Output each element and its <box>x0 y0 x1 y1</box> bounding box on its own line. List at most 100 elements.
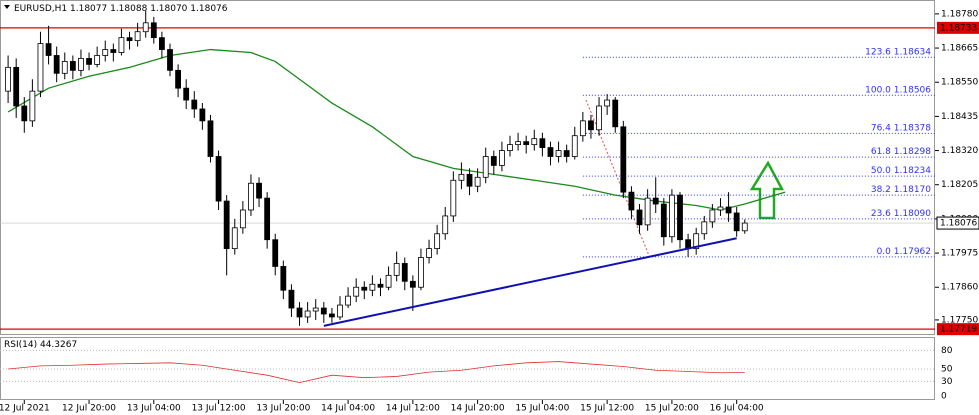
candle-body <box>207 120 214 157</box>
candle-body <box>531 138 538 146</box>
y-tick-label: 1.18665 <box>941 44 978 54</box>
symbol: EURUSD,H1 <box>14 4 67 14</box>
rsi-value: 44.3267 <box>40 340 77 350</box>
fib-label: 0.0 1.17962 <box>877 246 931 256</box>
candle-body <box>628 191 635 211</box>
candle-body <box>418 257 424 288</box>
y-tick-label: 1.18780 <box>941 9 978 19</box>
header: EURUSD,H1 1.18077 1.18088 1.18070 1.1807… <box>14 4 228 14</box>
y-tick-label: 1.17860 <box>941 283 978 293</box>
candle-body <box>604 99 611 107</box>
level-label: 1.18733 <box>940 23 977 33</box>
header-price: 1.18077 <box>70 4 107 14</box>
candle-body <box>563 150 570 157</box>
trendline <box>323 237 737 327</box>
candle-body <box>450 179 457 217</box>
y-tick-label: 1.18320 <box>941 146 978 156</box>
current-price-box <box>936 216 979 230</box>
fib-percent: 50.0 <box>871 166 891 176</box>
candle-body <box>539 138 546 148</box>
candle-body <box>142 22 149 33</box>
rsi-tick-label: 30 <box>941 377 953 387</box>
candle-body <box>5 66 11 92</box>
candle-body <box>256 182 262 199</box>
candle-body <box>272 239 279 267</box>
x-tick-label: 16 Jul 04:00 <box>710 404 764 414</box>
fib-label: 100.0 1.18506 <box>865 85 931 95</box>
candle-body <box>507 144 513 151</box>
candle-body <box>733 212 740 232</box>
candle-body <box>312 307 319 312</box>
candle-body <box>474 176 481 187</box>
fib-price: 1.18634 <box>894 47 931 57</box>
candle-body <box>644 197 651 226</box>
candle-body <box>61 61 68 74</box>
candle-body <box>134 31 141 42</box>
candle-body <box>353 286 360 297</box>
candle-body <box>369 283 376 291</box>
candle-body <box>588 120 594 131</box>
candle-body <box>377 283 384 288</box>
x-tick-label: 15 Jul 04:00 <box>515 404 569 414</box>
candle-body <box>78 58 84 71</box>
candle-body <box>118 37 125 53</box>
main-frame <box>0 0 935 335</box>
candle-body <box>612 99 619 128</box>
candle-body <box>296 307 303 318</box>
candle-body <box>239 209 246 229</box>
header-price: 1.18088 <box>110 4 147 14</box>
menu-arrow[interactable] <box>4 5 10 9</box>
fib-percent: 76.4 <box>871 123 891 133</box>
x-tick-label: 13 Jul 20:00 <box>256 404 310 414</box>
candle-body <box>53 55 60 74</box>
current-price-label: 1.18076 <box>940 219 977 229</box>
candle-body <box>669 194 675 238</box>
x-tick-label: 13 Jul 04:00 <box>127 404 181 414</box>
candle-body <box>86 58 92 65</box>
y-tick-label: 1.18205 <box>941 180 978 190</box>
rsi-tick-label: 80 <box>941 346 953 356</box>
candle-body <box>547 147 554 157</box>
candle-body <box>660 203 667 238</box>
candle-body <box>280 266 287 291</box>
level-box <box>937 21 979 34</box>
candle-body <box>458 173 465 181</box>
candle-body <box>579 120 586 137</box>
candle-body <box>29 90 36 122</box>
candle-body <box>110 49 117 53</box>
x-tick-label: 15 Jul 20:00 <box>645 404 699 414</box>
fib-percent: 0.0 <box>877 246 892 256</box>
candle-body <box>677 194 683 241</box>
candle-body <box>636 209 643 226</box>
fib-price: 1.18506 <box>894 85 931 95</box>
candle-body <box>320 307 327 315</box>
candle-body <box>741 222 748 232</box>
candle-body <box>191 99 198 110</box>
fib-percent: 61.8 <box>871 147 891 157</box>
y-tick-label: 1.17750 <box>941 315 978 325</box>
candle-body <box>329 313 335 318</box>
candle-body <box>126 37 133 42</box>
fib-percent: 38.2 <box>871 185 891 195</box>
candle-body <box>409 280 416 288</box>
fib-price: 1.17962 <box>894 246 931 256</box>
candle-body <box>69 61 76 71</box>
candle-body <box>717 206 724 211</box>
rsi-tick-label: 0 <box>941 392 947 402</box>
fib-price: 1.18378 <box>894 123 931 133</box>
y-tick-label: 1.17975 <box>941 249 978 259</box>
fib-price: 1.18298 <box>894 147 931 157</box>
candle-body <box>175 69 181 89</box>
candle-body <box>523 141 530 146</box>
candle-body <box>361 286 368 291</box>
candle-body <box>499 150 505 166</box>
level-label: 1.17719 <box>940 325 977 335</box>
candle-body <box>701 221 708 235</box>
candle-body <box>223 200 230 250</box>
candle-body <box>434 233 441 250</box>
candle-body <box>248 182 254 211</box>
candle-body <box>264 197 271 241</box>
candle-body <box>725 206 732 214</box>
fib-price: 1.18234 <box>894 166 931 176</box>
candle-body <box>304 310 311 318</box>
